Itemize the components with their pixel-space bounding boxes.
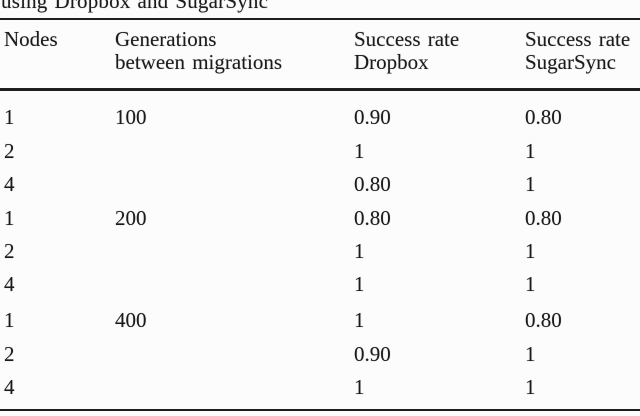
cell-success-rate-dropbox: 0.80	[354, 172, 391, 196]
cell-success-rate-dropbox: 0.90	[354, 342, 391, 366]
table-caption-fragment: using Dropbox and SugarSync	[1, 0, 269, 13]
cell-nodes: 1	[4, 105, 15, 129]
cell-success-rate-dropbox: 1	[354, 239, 365, 263]
cell-success-rate-sugarsync: 1	[525, 272, 536, 296]
cell-nodes: 2	[4, 342, 15, 366]
table-row: 2 1 1	[0, 139, 640, 169]
table-row: 4 1 1	[0, 375, 640, 405]
cell-success-rate-dropbox: 0.90	[354, 105, 391, 129]
cell-success-rate-sugarsync: 1	[525, 342, 536, 366]
cell-nodes: 2	[4, 239, 15, 263]
header-generations-line1: Generations	[115, 27, 217, 51]
table-row: 1 200 0.80 0.80	[0, 206, 640, 236]
header-nodes: Nodes	[4, 27, 58, 51]
table-row: 1 100 0.90 0.80	[0, 105, 640, 135]
cell-success-rate-dropbox: 1	[354, 272, 365, 296]
table-header-rule	[0, 88, 640, 91]
cell-generations: 100	[115, 105, 147, 129]
cell-success-rate-dropbox: 1	[354, 308, 365, 332]
cell-success-rate-dropbox: 1	[354, 375, 365, 399]
cell-success-rate-sugarsync: 0.80	[525, 308, 562, 332]
table-row: 2 1 1	[0, 239, 640, 269]
header-generations-line2: between migrations	[115, 50, 283, 74]
table-top-rule	[0, 17, 640, 20]
cell-success-rate-sugarsync: 0.80	[525, 105, 562, 129]
cell-nodes: 4	[4, 375, 15, 399]
header-success-rate-sugarsync-line1: Success rate	[525, 27, 631, 51]
cell-success-rate-dropbox: 0.80	[354, 206, 391, 230]
cell-success-rate-sugarsync: 1	[525, 375, 536, 399]
cell-success-rate-sugarsync: 1	[525, 172, 536, 196]
cell-success-rate-sugarsync: 1	[525, 239, 536, 263]
table-row: 1 400 1 0.80	[0, 308, 640, 338]
table-row: 4 1 1	[0, 272, 640, 302]
table-row: 2 0.90 1	[0, 342, 640, 372]
cell-success-rate-dropbox: 1	[354, 139, 365, 163]
cell-nodes: 4	[4, 272, 15, 296]
header-success-rate-sugarsync-line2: SugarSync	[525, 50, 616, 74]
header-success-rate-dropbox-line2: Dropbox	[354, 50, 429, 74]
table-row: 4 0.80 1	[0, 172, 640, 202]
table-bottom-rule	[0, 408, 640, 411]
cell-generations: 200	[115, 206, 147, 230]
cell-nodes: 2	[4, 139, 15, 163]
cell-success-rate-sugarsync: 0.80	[525, 206, 562, 230]
cell-nodes: 1	[4, 308, 15, 332]
cell-nodes: 4	[4, 172, 15, 196]
header-success-rate-dropbox-line1: Success rate	[354, 27, 460, 51]
cell-success-rate-sugarsync: 1	[525, 139, 536, 163]
cell-generations: 400	[115, 308, 147, 332]
cell-nodes: 1	[4, 206, 15, 230]
